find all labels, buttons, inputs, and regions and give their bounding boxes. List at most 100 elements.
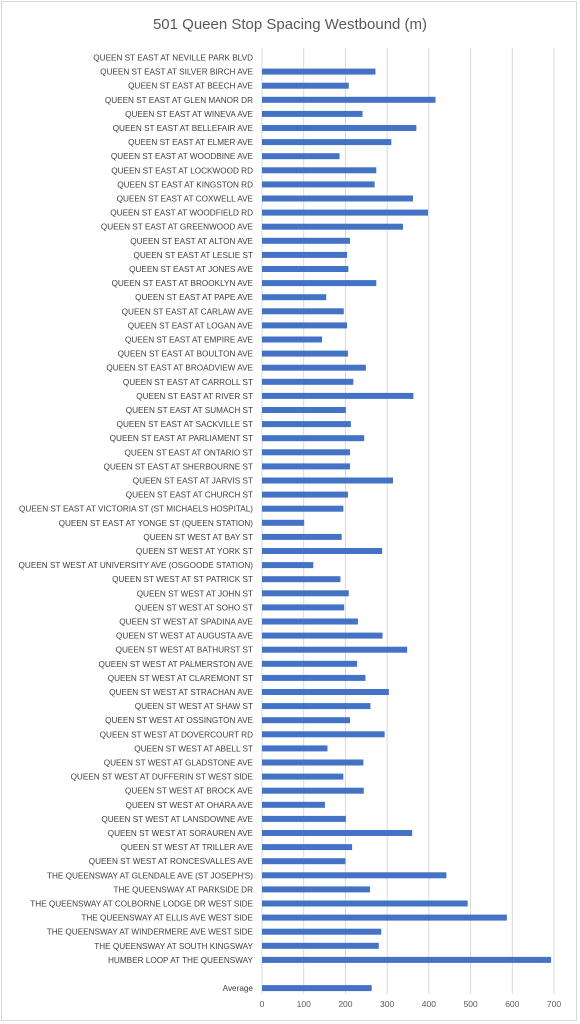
category-label: QUEEN ST EAST AT SHERBOURNE ST bbox=[103, 462, 253, 471]
bar bbox=[262, 914, 507, 921]
category-label: QUEEN ST WEST AT GLADSTONE AVE bbox=[104, 759, 254, 768]
bar bbox=[262, 942, 379, 949]
category-label: QUEEN ST WEST AT SOHO ST bbox=[135, 603, 253, 612]
bar bbox=[262, 590, 349, 597]
x-tick-label: 600 bbox=[505, 999, 519, 1009]
category-label: QUEEN ST WEST AT AUGUSTA AVE bbox=[116, 632, 253, 641]
bar bbox=[262, 139, 392, 146]
bar bbox=[262, 604, 345, 611]
category-label: THE QUEENSWAY AT GLENDALE AVE (ST JOSEPH… bbox=[47, 871, 253, 880]
category-label: QUEEN ST WEST AT ST PATRICK ST bbox=[112, 575, 253, 584]
category-label: THE QUEENSWAY AT COLBORNE LODGE DR WEST … bbox=[30, 900, 253, 909]
category-label: QUEEN ST EAST AT GREENWOOD AVE bbox=[101, 223, 254, 232]
category-label: QUEEN ST EAST AT BROOKLYN AVE bbox=[111, 279, 253, 288]
bar bbox=[262, 886, 371, 893]
bar bbox=[262, 801, 325, 808]
bar bbox=[262, 223, 403, 230]
bar bbox=[262, 576, 341, 583]
bar bbox=[262, 477, 393, 484]
category-label: QUEEN ST EAST AT LOCKWOOD RD bbox=[111, 166, 253, 175]
category-label: QUEEN ST WEST AT DOVERCOURT RD bbox=[100, 730, 253, 739]
x-tick-label: 0 bbox=[260, 999, 265, 1009]
x-tick-labels: 0 100 200 300 400 500 600 700 bbox=[260, 999, 562, 1009]
bar bbox=[262, 96, 436, 103]
bar bbox=[262, 985, 372, 992]
category-label: QUEEN ST EAST AT ELMER AVE bbox=[128, 138, 253, 147]
category-label: QUEEN ST EAST AT WOODFIELD RD bbox=[110, 209, 253, 218]
category-label: QUEEN ST EAST AT LOGAN AVE bbox=[128, 321, 254, 330]
bar bbox=[262, 632, 383, 639]
bar bbox=[262, 209, 429, 216]
chart-title: 501 Queen Stop Spacing Westbound (m) bbox=[152, 16, 428, 33]
category-label: QUEEN ST EAST AT KINGSTON RD bbox=[117, 180, 253, 189]
bar bbox=[262, 336, 323, 343]
bar bbox=[262, 787, 364, 794]
grid-layer bbox=[261, 48, 555, 994]
category-label: QUEEN ST EAST AT PARLIAMENT ST bbox=[110, 434, 253, 443]
category-label: THE QUEENSWAY AT SOUTH KINGSWAY bbox=[94, 942, 253, 951]
category-label: QUEEN ST WEST AT STRACHAN AVE bbox=[109, 688, 253, 697]
category-label: QUEEN ST EAST AT SILVER BIRCH AVE bbox=[100, 68, 253, 77]
category-label: QUEEN ST EAST AT BOULTON AVE bbox=[118, 350, 254, 359]
bar bbox=[262, 378, 354, 385]
category-label: THE QUEENSWAY AT ELLIS AVE WEST SIDE bbox=[81, 914, 253, 923]
bar bbox=[262, 773, 344, 780]
category-label: QUEEN ST EAST AT SUMACH ST bbox=[126, 406, 253, 415]
bar bbox=[262, 266, 349, 272]
bar bbox=[262, 125, 417, 131]
bar bbox=[262, 703, 371, 710]
bar bbox=[262, 294, 327, 301]
category-label: QUEEN ST EAST AT BEECH AVE bbox=[128, 82, 253, 91]
category-label: QUEEN ST EAST AT JARVIS ST bbox=[133, 477, 253, 486]
bar bbox=[262, 449, 351, 456]
bar bbox=[262, 407, 346, 413]
category-label: QUEEN ST EAST AT RIVER ST bbox=[136, 392, 253, 401]
category-label: QUEEN ST EAST AT CARROLL ST bbox=[123, 378, 253, 387]
x-tick-label: 500 bbox=[463, 999, 477, 1009]
category-label: THE QUEENSWAY AT WINDERMERE AVE WEST SID… bbox=[47, 928, 254, 937]
category-label: THE QUEENSWAY AT PARKSIDE DR bbox=[113, 885, 253, 894]
bar bbox=[262, 844, 353, 851]
category-label: QUEEN ST EAST AT YONGE ST (QUEEN STATION… bbox=[59, 519, 254, 528]
bar bbox=[262, 815, 346, 822]
category-label: QUEEN ST WEST AT SORAUREN AVE bbox=[108, 829, 254, 838]
bar bbox=[262, 181, 375, 188]
category-label: QUEEN ST EAST AT GLEN MANOR DR bbox=[105, 96, 253, 105]
category-label: QUEEN ST EAST AT CHURCH ST bbox=[126, 491, 253, 500]
category-label: QUEEN ST WEST AT ABELL ST bbox=[134, 744, 253, 753]
bar bbox=[262, 421, 351, 428]
category-label: QUEEN ST WEST AT PALMERSTON AVE bbox=[98, 660, 253, 669]
bar bbox=[262, 463, 351, 470]
bar bbox=[262, 759, 364, 766]
bar bbox=[262, 364, 366, 371]
bar bbox=[262, 717, 351, 724]
category-label: QUEEN ST EAST AT LESLIE ST bbox=[133, 251, 253, 260]
bar bbox=[262, 858, 346, 865]
bar bbox=[262, 830, 413, 836]
bar bbox=[262, 928, 382, 935]
bar bbox=[262, 435, 365, 442]
category-label: QUEEN ST WEST AT DUFFERIN ST WEST SIDE bbox=[71, 773, 254, 782]
x-tick-label: 400 bbox=[422, 999, 436, 1009]
category-label: QUEEN ST WEST AT TRILLER AVE bbox=[121, 843, 254, 852]
bar bbox=[262, 505, 344, 512]
bar bbox=[262, 195, 414, 202]
bar bbox=[262, 900, 468, 907]
bar bbox=[262, 308, 344, 315]
category-label: QUEEN ST WEST AT CLAREMONT ST bbox=[108, 674, 253, 683]
bar-layer bbox=[262, 68, 552, 992]
bar bbox=[262, 745, 328, 752]
bar bbox=[262, 689, 389, 695]
category-label: QUEEN ST WEST AT JOHN ST bbox=[137, 589, 253, 598]
bar bbox=[262, 82, 349, 89]
category-label: QUEEN ST EAST AT BELLEFAIR AVE bbox=[113, 124, 254, 133]
bar bbox=[262, 562, 314, 569]
x-tick-label: 100 bbox=[297, 999, 311, 1009]
bar bbox=[262, 392, 414, 399]
bar bbox=[262, 956, 552, 963]
x-tick-label: 200 bbox=[338, 999, 352, 1009]
bar bbox=[262, 491, 348, 498]
category-label: QUEEN ST EAST AT ALTON AVE bbox=[130, 237, 253, 246]
bar bbox=[262, 251, 348, 258]
category-labels: QUEEN ST EAST AT NEVILLE PARK BLVD QUEEN … bbox=[19, 54, 254, 994]
